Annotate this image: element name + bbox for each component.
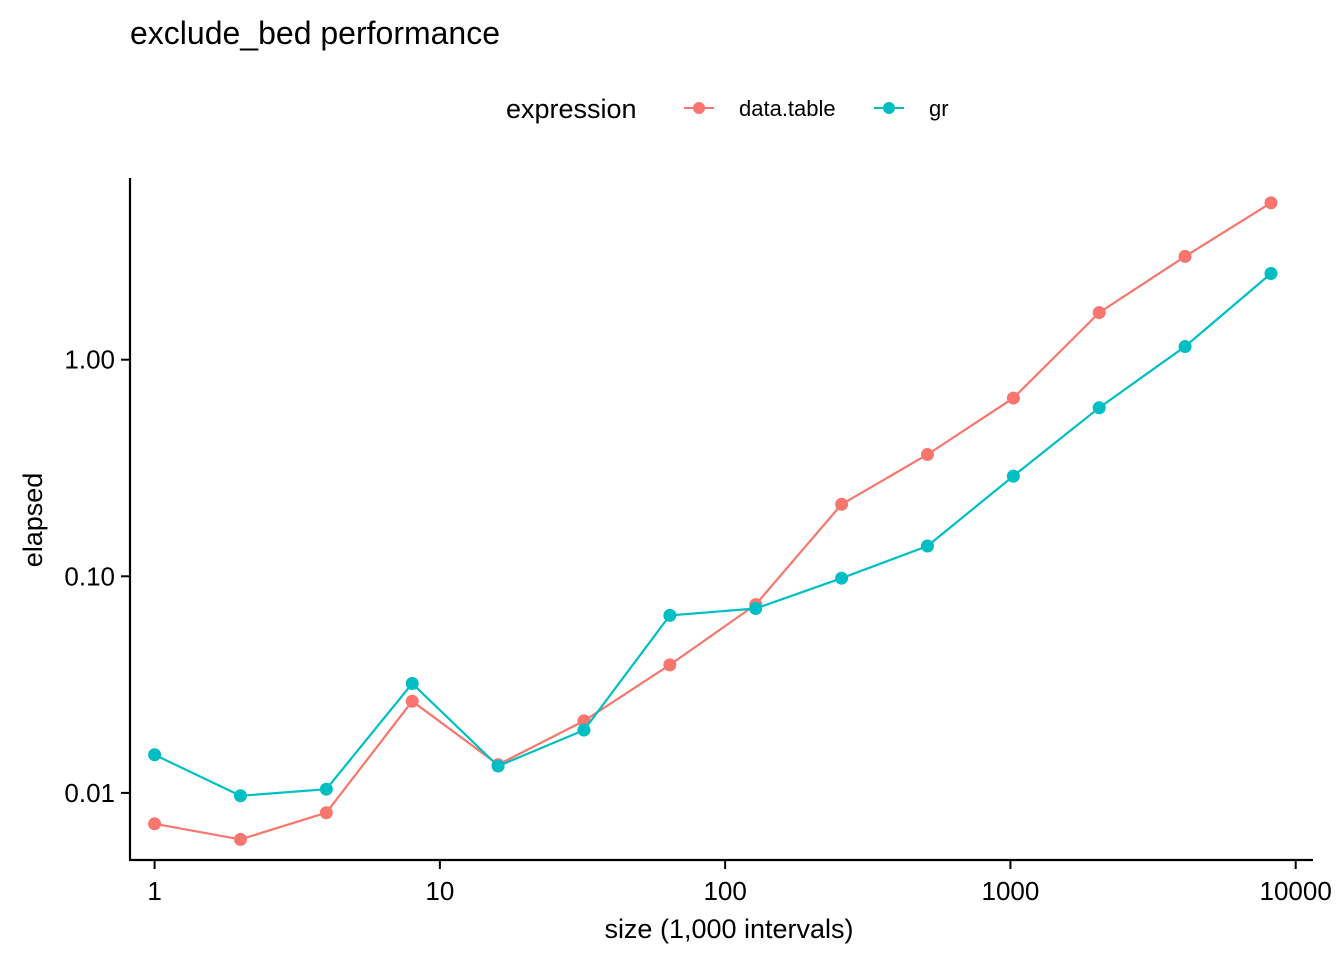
series-1 xyxy=(148,196,1278,846)
data-point xyxy=(1178,340,1192,354)
x-tick-label: 1 xyxy=(147,876,161,906)
data-point xyxy=(1092,306,1106,320)
x-tick-label: 1000 xyxy=(981,876,1039,906)
data-point xyxy=(148,748,162,762)
data-point xyxy=(835,571,849,585)
data-point xyxy=(1006,469,1020,483)
data-point xyxy=(1178,249,1192,263)
data-point xyxy=(405,676,419,690)
y-axis-title: elapsed xyxy=(18,473,48,568)
y-tick-label: 0.01 xyxy=(64,778,115,808)
series-line xyxy=(154,272,1272,797)
data-point xyxy=(405,694,419,708)
legend-title: expression xyxy=(506,94,637,124)
data-point xyxy=(1006,391,1020,405)
legend-key-2 xyxy=(874,102,904,114)
legend-label-1: data.table xyxy=(739,96,836,121)
series-2 xyxy=(148,267,1278,803)
legend-key-1 xyxy=(684,102,714,114)
ticks: 1 10 100 1000 10000 0.01 0.10 1.00 xyxy=(64,345,1331,906)
x-tick-label: 100 xyxy=(703,876,746,906)
legend-key-dot xyxy=(693,102,705,114)
legend-key-dot xyxy=(883,102,895,114)
data-point xyxy=(319,806,333,820)
y-tick-label: 1.00 xyxy=(64,345,115,375)
data-point xyxy=(749,602,763,616)
data-point xyxy=(233,832,247,846)
data-point xyxy=(663,658,677,672)
data-point xyxy=(1092,401,1106,415)
data-point xyxy=(1264,196,1278,210)
data-point xyxy=(920,448,934,462)
chart-title: exclude_bed performance xyxy=(130,15,500,51)
data-point xyxy=(920,539,934,553)
data-point xyxy=(233,789,247,803)
data-point xyxy=(491,759,505,773)
data-point xyxy=(663,608,677,622)
data-point xyxy=(148,817,162,831)
y-tick-label: 0.10 xyxy=(64,561,115,591)
data-point xyxy=(835,497,849,511)
axes xyxy=(128,178,1313,862)
data-point xyxy=(577,723,591,737)
legend-label-2: gr xyxy=(929,96,949,121)
data-point xyxy=(1264,267,1278,281)
x-axis-title: size (1,000 intervals) xyxy=(604,914,853,944)
series-layer xyxy=(148,196,1278,846)
series-line xyxy=(154,201,1272,841)
x-tick-label: 10 xyxy=(425,876,454,906)
legend: expression data.table gr xyxy=(506,94,949,124)
data-point xyxy=(319,782,333,796)
x-tick-label: 10000 xyxy=(1260,876,1332,906)
